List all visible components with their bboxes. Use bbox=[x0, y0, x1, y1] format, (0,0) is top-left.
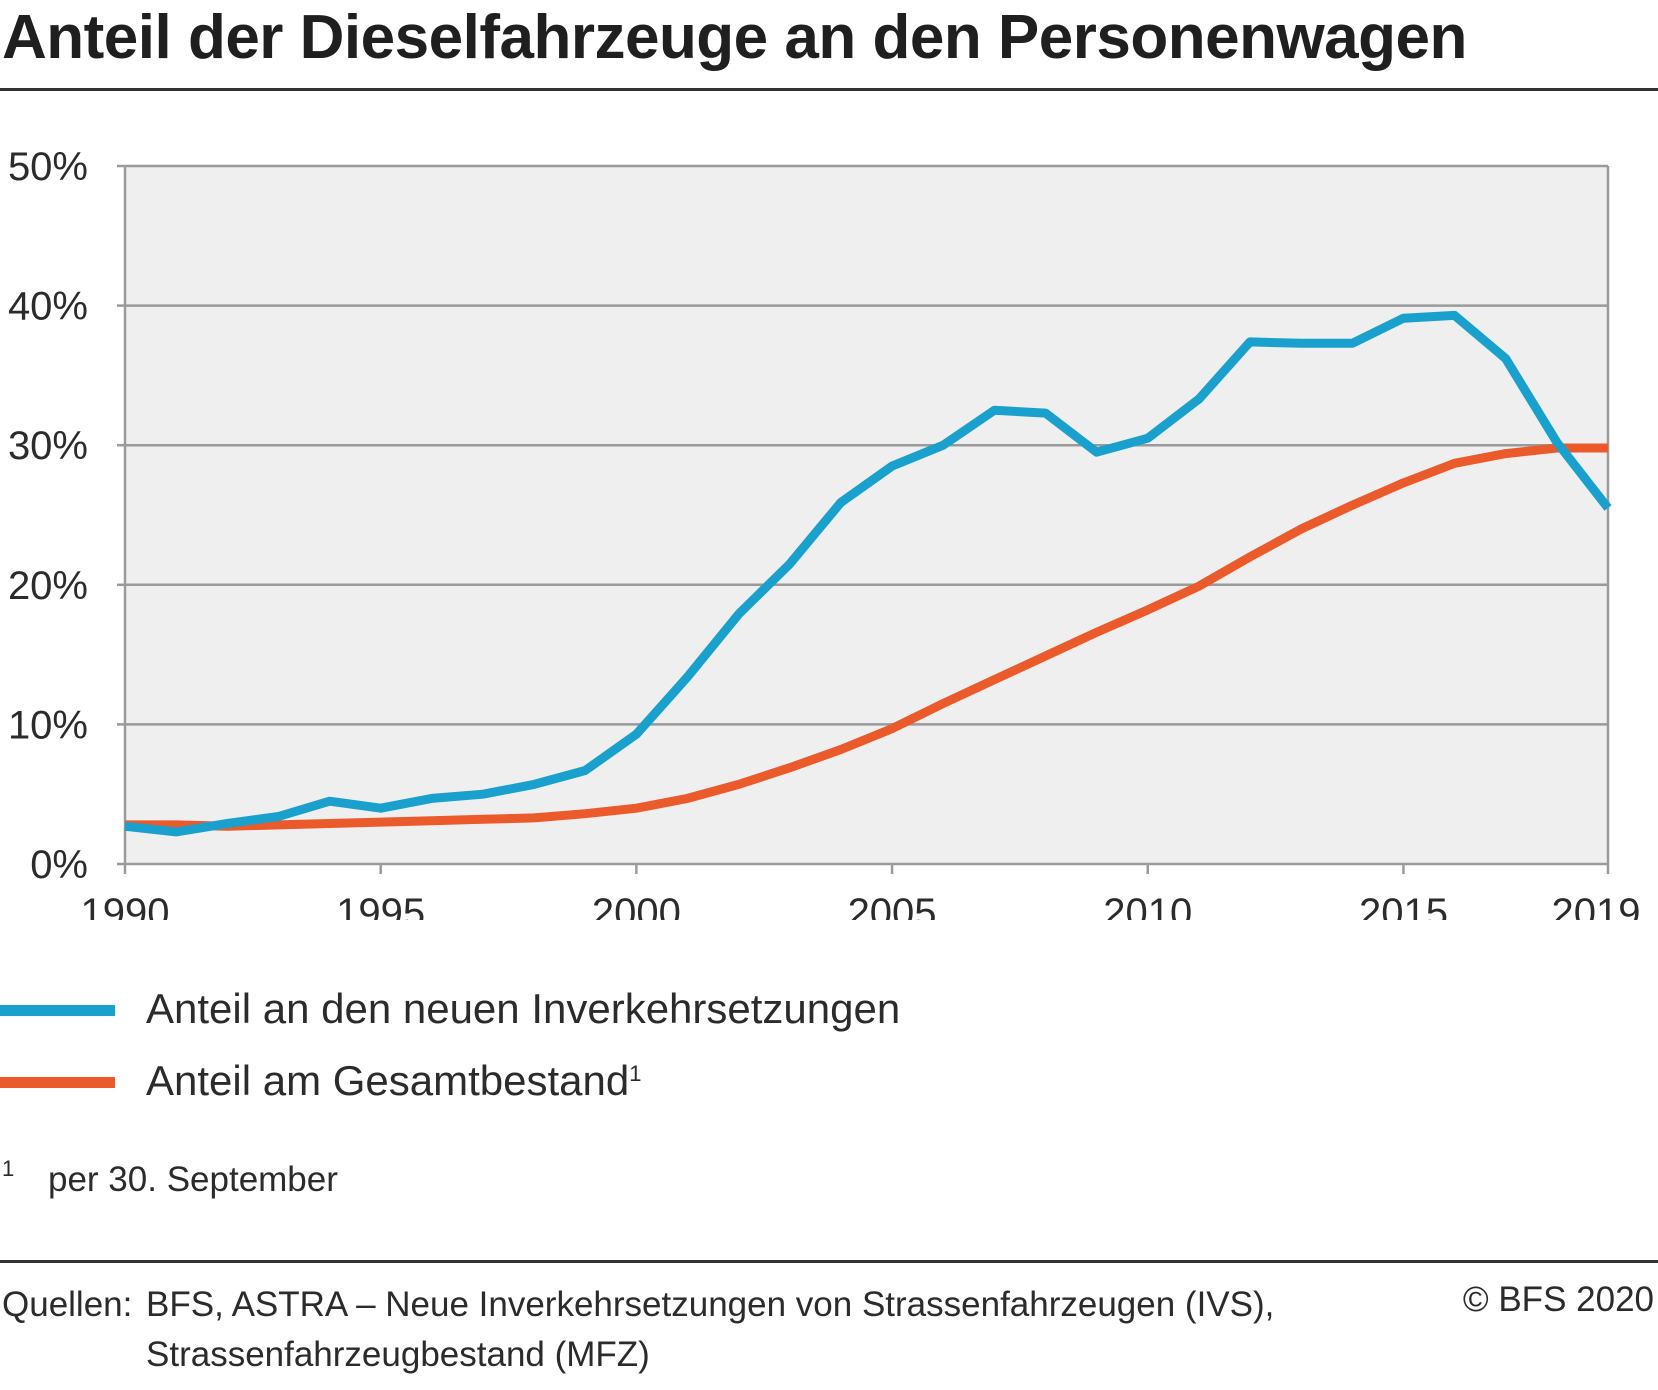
footnote-text: per 30. September bbox=[48, 1160, 338, 1199]
legend-swatch-total-stock bbox=[0, 1077, 115, 1088]
x-tick-label: 2015 bbox=[1359, 891, 1448, 920]
legend-item-new-registrations: Anteil an den neuen Inverkehrsetzungen bbox=[0, 985, 1000, 1035]
x-tick-label: 1995 bbox=[336, 891, 425, 920]
plot-area bbox=[125, 166, 1608, 864]
x-tick-label: 2005 bbox=[848, 891, 937, 920]
x-tick-label: 1990 bbox=[81, 891, 170, 920]
legend-footnote-marker: 1 bbox=[629, 1061, 642, 1086]
copyright: © BFS 2020 bbox=[1462, 1280, 1654, 1319]
y-tick-label: 30% bbox=[8, 424, 88, 468]
line-chart: 0% 10% 20% 30% 40% 50% 1990 1995 2000 2005 2010 201… bbox=[8, 145, 1641, 920]
y-tick-label: 40% bbox=[8, 285, 88, 329]
y-tick-label: 20% bbox=[8, 564, 88, 608]
legend-swatch-new-registrations bbox=[0, 1005, 115, 1016]
series-line-total-stock bbox=[125, 443, 1608, 831]
chart-title: Anteil der Dieselfahrzeuge an den Person… bbox=[2, 3, 1467, 72]
series-line-new-registrations bbox=[124, 310, 1612, 837]
y-tick-label: 10% bbox=[8, 703, 88, 747]
legend-label-new-registrations: Anteil an den neuen Inverkehrsetzungen bbox=[146, 985, 901, 1032]
x-tick-label: 2019 bbox=[1552, 891, 1641, 920]
sources-label: Quellen: bbox=[2, 1285, 133, 1324]
legend-item-total-stock: Anteil am Gesamtbestand1 bbox=[0, 1057, 1000, 1107]
x-tick-label: 2010 bbox=[1103, 891, 1192, 920]
y-tick-label: 50% bbox=[8, 145, 88, 189]
x-tick-label: 2000 bbox=[592, 891, 681, 920]
footer-divider bbox=[0, 1260, 1658, 1263]
footnote-number: 1 bbox=[2, 1156, 15, 1181]
sources-text: BFS, ASTRA – Neue Inverkehrsetzungen von… bbox=[146, 1285, 1275, 1374]
legend-label-total-stock: Anteil am Gesamtbestand1 bbox=[146, 1057, 642, 1104]
title-divider bbox=[0, 88, 1658, 91]
y-tick-label: 0% bbox=[30, 843, 88, 887]
